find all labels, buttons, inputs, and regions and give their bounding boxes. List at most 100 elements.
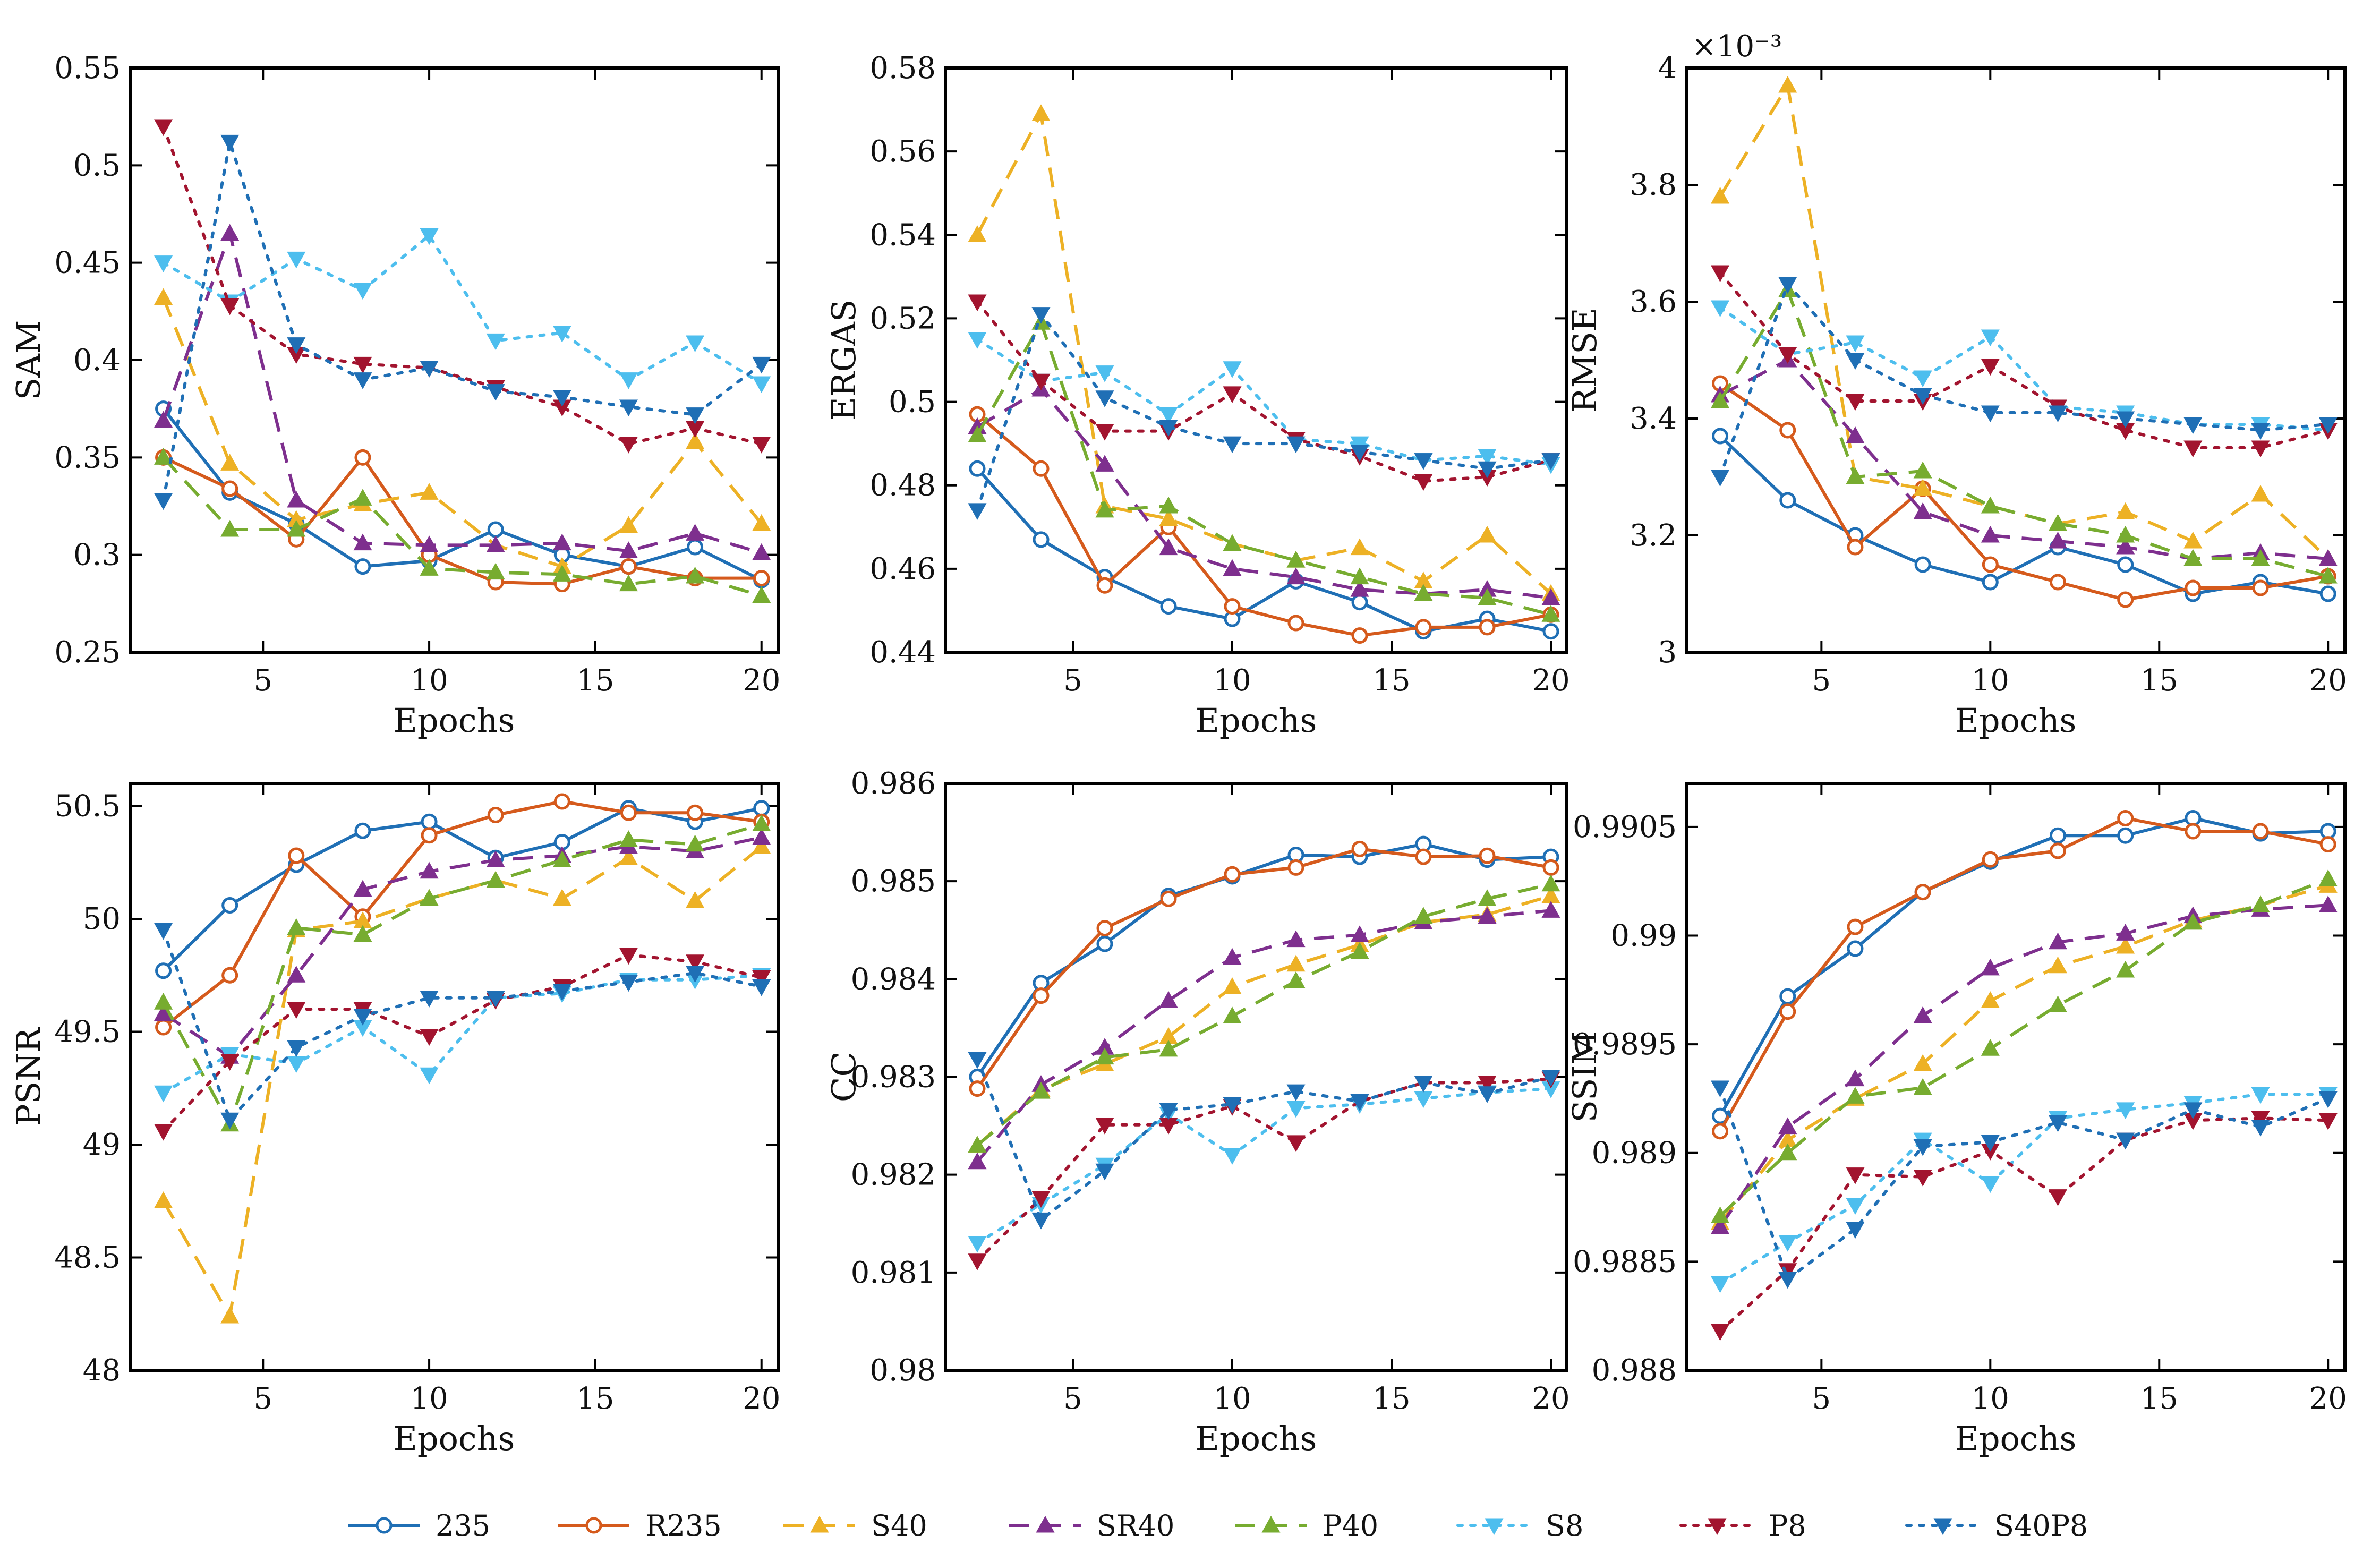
- data-point-s40: [752, 514, 771, 531]
- y-tick-label: 0.44: [869, 635, 936, 670]
- data-point-s40p8: [968, 503, 987, 520]
- data-point-p40: [1913, 461, 1932, 479]
- data-point-p8: [619, 437, 638, 454]
- data-point-sr40: [1778, 1117, 1797, 1135]
- y-tick-label: 3.8: [1630, 168, 1677, 202]
- data-point-s40p8: [2116, 411, 2135, 429]
- data-point-r235: [1351, 627, 1368, 644]
- data-point-sr40: [353, 880, 372, 897]
- series-line-r235: [976, 413, 1551, 637]
- data-point-s40p8: [1541, 453, 1560, 470]
- data-point-s8: [619, 372, 638, 389]
- series-line-s40p8: [976, 1057, 1552, 1222]
- data-point-s40p8: [1223, 1097, 1242, 1114]
- data-point-235: [1033, 531, 1050, 548]
- plot-area: [1711, 75, 2338, 608]
- data-point-s40p8: [752, 356, 771, 374]
- data-point-s40p8: [552, 390, 571, 407]
- data-point-235: [1982, 574, 1999, 591]
- data-point-p40: [1414, 907, 1433, 924]
- legend-marker: [585, 1517, 602, 1534]
- series-line-s8: [976, 1087, 1552, 1245]
- data-point-p8: [1414, 474, 1433, 491]
- series-line-p8: [976, 300, 1552, 483]
- plot-area: [154, 793, 771, 1324]
- data-point-sr40: [552, 533, 571, 551]
- data-point-s40p8: [2048, 1115, 2068, 1132]
- data-point-p40: [1414, 584, 1433, 601]
- y-tick-label: 49.5: [54, 1015, 121, 1050]
- data-point-s8: [154, 255, 173, 272]
- data-point-r235: [1033, 987, 1050, 1004]
- plot-area: [154, 119, 771, 603]
- legend-label: S40P8: [1994, 1509, 2088, 1542]
- data-point-sr40: [287, 966, 306, 983]
- y-tick-label: 0.5: [889, 385, 936, 420]
- y-tick-label: 0.9895: [1573, 1027, 1677, 1062]
- data-point-p8: [353, 356, 372, 374]
- data-point-p40: [1913, 1078, 1932, 1095]
- data-point-p8: [1286, 1135, 1306, 1152]
- axes-frame: [944, 66, 1568, 654]
- axes-frame: [1685, 66, 2347, 654]
- x-axis-title: Epochs: [394, 1419, 515, 1458]
- data-point-p8: [287, 1002, 306, 1019]
- data-point-r235: [1033, 460, 1050, 477]
- data-point-p40: [1095, 1047, 1114, 1065]
- series-line-235: [976, 842, 1551, 1078]
- data-point-r235: [1096, 920, 1113, 937]
- legend-marker: [810, 1515, 829, 1533]
- series-line-p8: [1718, 1116, 2330, 1333]
- series-line-s40: [976, 112, 1552, 595]
- legend-marker: [1933, 1518, 1952, 1536]
- series-line-p8: [161, 953, 763, 1133]
- data-point-p40: [1541, 605, 1560, 622]
- data-point-p40: [1159, 1039, 1178, 1057]
- data-point-sr40: [686, 524, 705, 541]
- data-point-p40: [1031, 1082, 1051, 1099]
- data-point-s40p8: [220, 134, 240, 152]
- data-point-235: [969, 460, 986, 477]
- data-point-s8: [1778, 1235, 1797, 1252]
- series-line-p8: [976, 1077, 1552, 1263]
- legend-item-sr40: SR40: [1009, 1509, 1174, 1542]
- data-point-sr40: [2116, 924, 2135, 941]
- x-tick-label: 5: [253, 663, 272, 698]
- data-point-p40: [154, 448, 173, 465]
- y-tick-label: 0.4: [73, 343, 121, 378]
- data-point-sr40: [752, 828, 771, 845]
- data-point-p40: [1350, 567, 1369, 585]
- data-point-s8: [686, 335, 705, 353]
- data-point-p8: [752, 437, 771, 454]
- y-tick-label: 48.5: [54, 1241, 121, 1275]
- data-point-s40p8: [1711, 470, 1730, 487]
- data-point-s40: [1286, 954, 1306, 972]
- x-tick-label: 15: [576, 1381, 614, 1416]
- data-point-s40p8: [752, 979, 771, 996]
- data-point-p40: [1350, 942, 1369, 959]
- data-point-s40p8: [2183, 417, 2203, 434]
- data-point-p8: [1846, 394, 1865, 411]
- data-point-235: [1847, 940, 1864, 957]
- data-point-s40p8: [1159, 420, 1178, 437]
- data-point-s40p8: [1414, 453, 1433, 470]
- y-axis-title: ERGAS: [824, 300, 863, 421]
- legend-item-p40: P40: [1235, 1509, 1378, 1542]
- data-point-r235: [1914, 884, 1931, 901]
- data-point-235: [354, 822, 371, 839]
- data-point-s40p8: [2251, 1120, 2270, 1137]
- data-point-p40: [287, 519, 306, 537]
- x-axis-title: Epochs: [1196, 701, 1317, 740]
- x-tick-label: 20: [2309, 663, 2347, 698]
- data-point-235: [1914, 556, 1931, 573]
- data-point-235: [421, 813, 438, 830]
- legend-label: P40: [1323, 1509, 1378, 1542]
- data-point-235: [354, 558, 371, 575]
- data-point-s40p8: [1414, 1076, 1433, 1093]
- data-point-p8: [154, 1124, 173, 1141]
- data-point-s8: [752, 376, 771, 394]
- subplot-psnr: 5 10 15 20 48 48.5 49 49.5 50 50.5 Epochs PSNR: [9, 782, 780, 1458]
- series-line-s40: [976, 894, 1551, 1147]
- data-point-s8: [1159, 407, 1178, 424]
- series-line-p40: [976, 321, 1551, 617]
